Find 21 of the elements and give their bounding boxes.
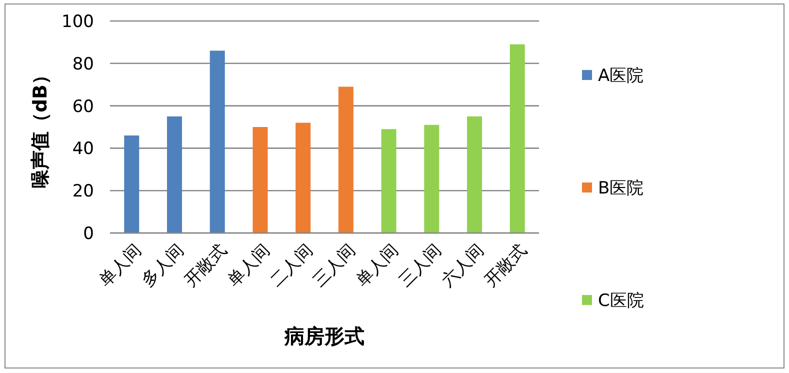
y-tick-label: 40 [72,139,94,160]
bar [338,86,354,233]
bar [467,116,482,233]
bar [252,127,268,233]
y-axis-title: 噪声值（dB） [30,65,52,189]
bar [424,124,440,233]
y-tick-label: 80 [72,54,94,74]
bar [381,129,396,233]
bar [167,116,182,233]
bar [124,135,140,233]
x-axis-title: 病房形式 [284,324,364,348]
legend-label: C医院 [598,290,644,311]
y-tick-label: 0 [83,224,94,244]
legend-label: B医院 [598,178,644,198]
bar [510,44,525,233]
bar [296,122,311,233]
y-tick-label: 100 [62,12,94,32]
y-tick-label: 20 [72,182,94,202]
legend-label: A医院 [598,66,644,86]
bar [210,50,225,233]
y-tick-label: 60 [72,96,94,117]
